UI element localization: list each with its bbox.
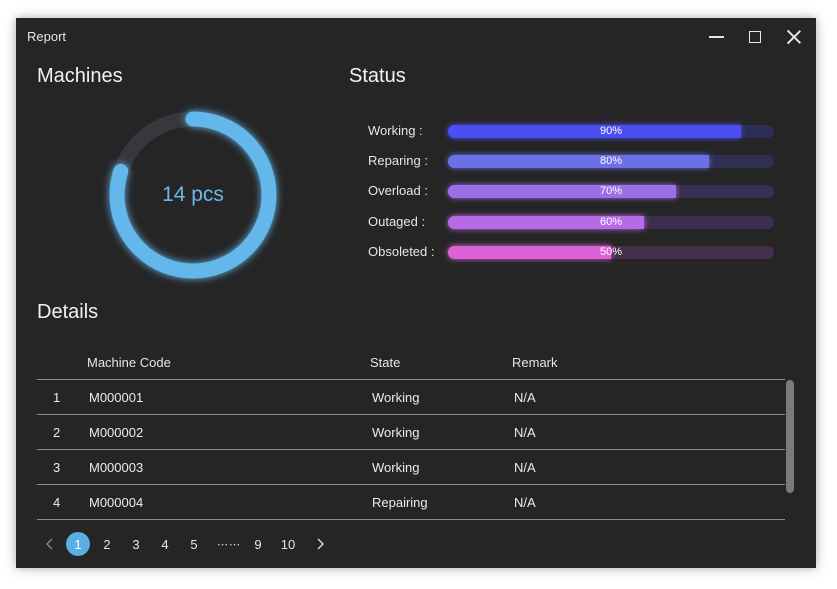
cell-machine-code: M000002 [89,425,144,440]
close-button[interactable] [779,24,809,50]
report-window: Report Machines 14 pcs Status Wo [16,18,816,568]
status-bar-value: 90% [599,125,623,137]
page-button-4[interactable]: 4 [161,536,169,552]
status-bar-track: 90% [448,125,774,138]
page-button-5[interactable]: 5 [190,536,198,552]
machine-count-label: 14 pcs [162,183,224,206]
minimize-button[interactable] [701,24,731,50]
prev-page-button[interactable] [38,532,62,556]
table-row[interactable]: 2 M000002 Working N/A [37,415,785,450]
page-button-3[interactable]: 3 [132,536,140,552]
table-row[interactable]: 3 M000003 Working N/A [37,450,785,485]
cell-machine-code: M000003 [89,460,144,475]
status-bar-track: 80% [448,155,774,168]
machines-heading: Machines [37,65,123,87]
cell-state: Repairing [372,495,428,510]
row-index: 3 [53,460,61,475]
cell-remark: N/A [514,460,536,475]
status-bar-value: 50% [599,246,623,258]
status-label: Working : [368,123,423,138]
title-bar[interactable]: Report [16,18,816,56]
row-index: 2 [53,425,61,440]
page-button-10[interactable]: 10 [280,536,296,552]
table-row[interactable]: 4 M000004 Repairing N/A [37,485,785,520]
page-button-1[interactable]: 1 [66,532,90,556]
pagination: 1 2 3 4 5 ⋯ ⋯ 9 10 [38,532,358,558]
maximize-icon [749,31,761,43]
table-scrollbar-thumb[interactable] [786,380,794,493]
status-heading: Status [349,65,406,87]
ring-svg [109,111,277,279]
next-page-button[interactable] [308,532,332,556]
status-bar-track: 60% [448,216,774,229]
page-button-2[interactable]: 2 [103,536,111,552]
status-bar-fill [448,216,644,229]
column-header-machine-code[interactable]: Machine Code [87,355,171,370]
cell-state: Working [372,425,420,440]
status-bar-fill [448,185,677,198]
status-bar-fill [448,246,611,259]
row-index: 4 [53,495,61,510]
details-table: Machine Code State Remark 1 M000001 Work… [37,346,785,520]
cell-state: Working [372,460,420,475]
status-bar-value: 70% [599,185,623,197]
column-header-state[interactable]: State [370,355,401,370]
cell-remark: N/A [514,390,536,405]
chevron-right-icon [317,538,324,550]
row-index: 1 [53,390,61,405]
machines-ring-chart: 14 pcs [102,104,284,286]
page-button-9[interactable]: 9 [254,536,262,552]
column-header-remark[interactable]: Remark [512,355,558,370]
table-header: Machine Code State Remark [37,346,785,380]
cell-machine-code: M000001 [89,390,144,405]
status-bar-value: 60% [599,216,623,228]
status-bar-value: 80% [599,155,623,167]
window-title: Report [27,29,67,44]
minimize-icon [708,36,724,38]
table-row[interactable]: 1 M000001 Working N/A [37,380,785,415]
status-bar-track: 50% [448,246,774,259]
status-label: Outaged : [368,214,426,229]
cell-state: Working [372,390,420,405]
status-label: Overload : [368,183,428,198]
status-label: Obsoleted : [368,244,435,259]
close-icon [787,30,801,44]
cell-remark: N/A [514,425,536,440]
ring-progress-arc [109,111,277,279]
cell-remark: N/A [514,495,536,510]
cell-machine-code: M000004 [89,495,144,510]
status-bar-track: 70% [448,185,774,198]
status-bar-fill [448,125,742,138]
chevron-left-icon [46,538,53,550]
page-ellipsis[interactable]: ⋯ ⋯ [216,538,240,551]
status-bar-fill [448,155,709,168]
maximize-button[interactable] [740,24,770,50]
status-label: Reparing : [368,153,428,168]
details-heading: Details [37,301,99,323]
